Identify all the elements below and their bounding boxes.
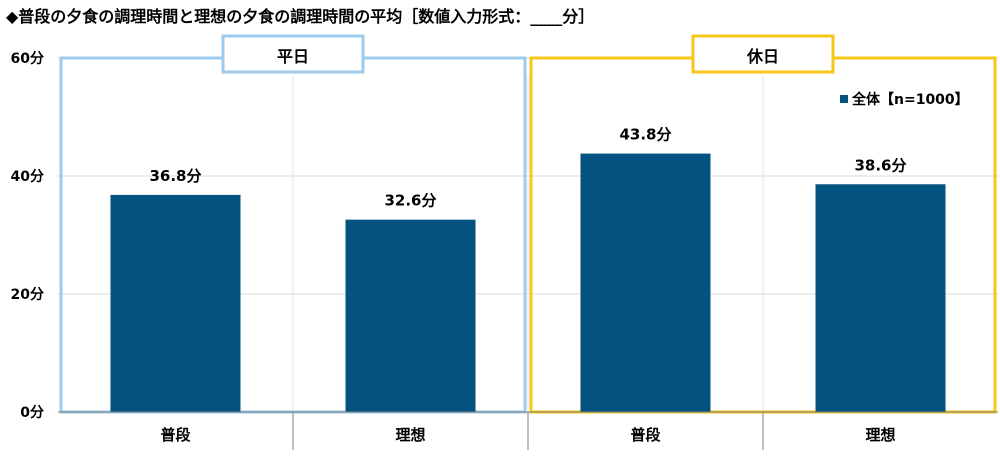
x-tick-label: 理想 bbox=[865, 426, 895, 444]
x-tick-label: 普段 bbox=[630, 426, 660, 444]
group-frames: 平日 休日 bbox=[59, 34, 997, 414]
group-title-box bbox=[691, 34, 835, 74]
legend-label: 全体【n=1000】 bbox=[851, 91, 969, 108]
y-tick-label: 0分 bbox=[20, 405, 44, 421]
data-label: 36.8分 bbox=[149, 167, 201, 185]
bar bbox=[815, 184, 946, 412]
group-title: 平日 bbox=[277, 47, 309, 66]
legend-swatch bbox=[840, 95, 848, 103]
data-label: 32.6分 bbox=[384, 192, 436, 210]
data-labels: 36.8分 32.6分 43.8分 38.6分 bbox=[149, 126, 906, 210]
x-tick-label: 普段 bbox=[160, 426, 190, 444]
x-tick-label: 理想 bbox=[395, 426, 425, 444]
chart-title: ◆普段の夕食の調理時間と理想の夕食の調理時間の平均［数値入力形式：____分］ bbox=[6, 7, 594, 26]
bar bbox=[345, 219, 476, 412]
y-tick-label: 60分 bbox=[11, 51, 44, 67]
legend: 全体【n=1000】 bbox=[840, 91, 969, 108]
y-tick-label: 20分 bbox=[11, 287, 44, 303]
data-label: 38.6分 bbox=[854, 156, 906, 174]
group-title-box bbox=[221, 34, 365, 74]
y-tick-label: 40分 bbox=[11, 169, 44, 185]
bar bbox=[580, 153, 711, 412]
bar bbox=[110, 194, 241, 412]
data-label: 43.8分 bbox=[619, 126, 671, 144]
group-title: 休日 bbox=[746, 47, 779, 66]
bars bbox=[110, 153, 946, 412]
